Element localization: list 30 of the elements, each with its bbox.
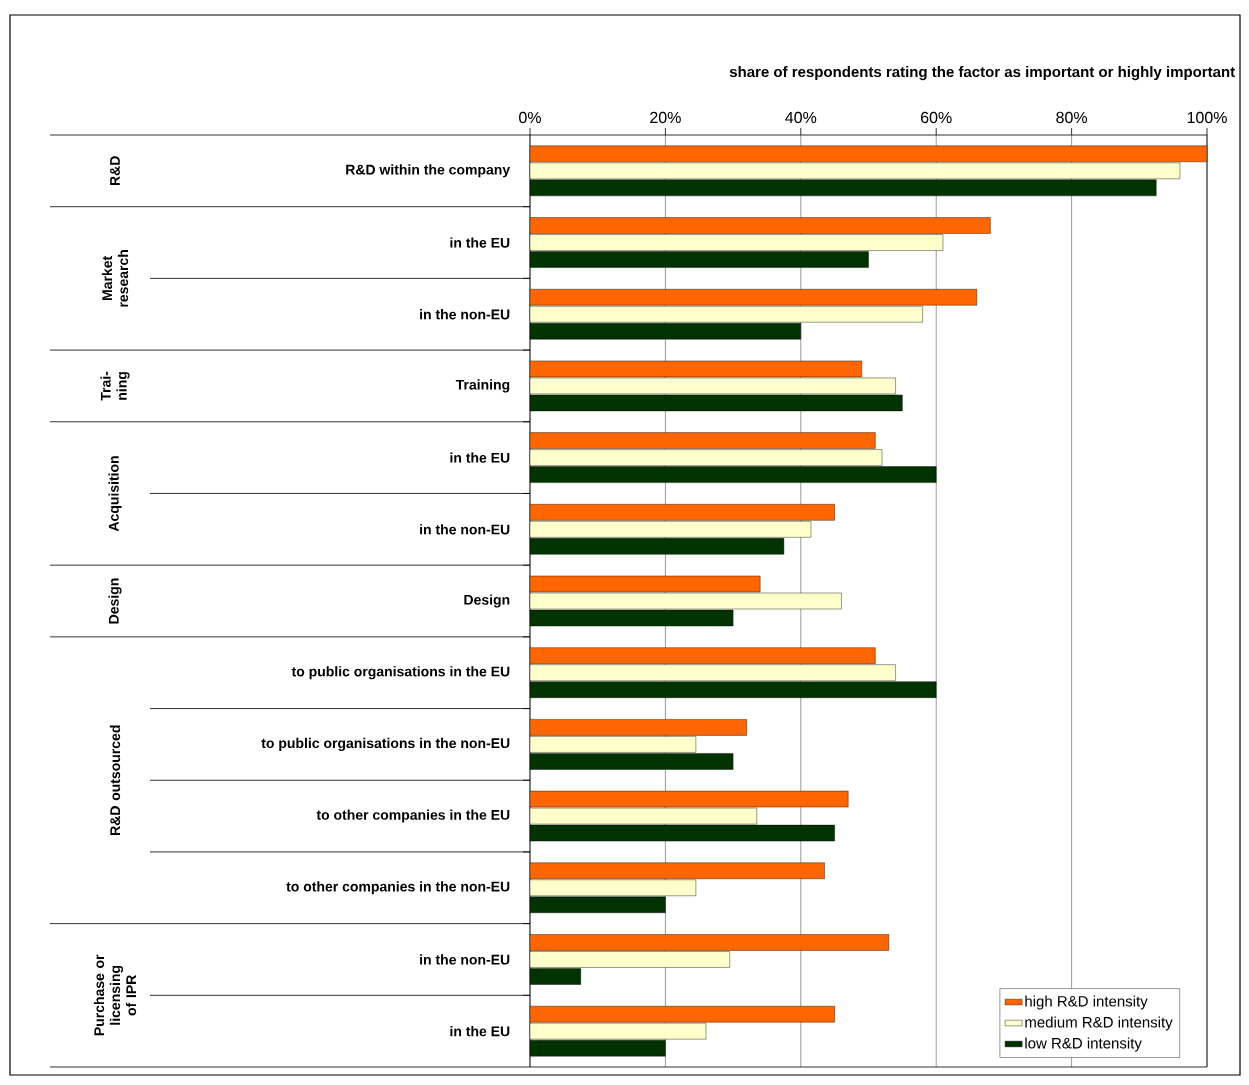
text: R&D xyxy=(110,156,120,186)
x-tick-label: 20% xyxy=(650,111,681,124)
text: Purchase or licensing of IPR xyxy=(93,954,137,1036)
y-tick-label: in the non-EU xyxy=(420,954,510,965)
text: Design xyxy=(108,578,122,624)
y-tick-label: in the non-EU xyxy=(420,524,510,535)
y-tick-label: in the EU xyxy=(450,1026,510,1037)
y-tick-label: to other companies in the non-EU xyxy=(286,881,510,895)
x-tick-label: 40% xyxy=(785,111,817,124)
x-tick-label: 80% xyxy=(1056,111,1088,124)
text: Acquisition xyxy=(108,456,122,532)
text: Market research xyxy=(101,250,129,307)
y-tick-label: to other companies in the EU xyxy=(316,809,510,823)
y-tick-label: Training xyxy=(455,379,510,393)
y-tick-label: to public organisations in the EU xyxy=(291,666,510,680)
y-tick-label: to public organisations in the non-EU xyxy=(261,737,510,751)
x-tick-label: 0% xyxy=(519,111,541,124)
legend-label: low R&D intensity xyxy=(1025,1037,1142,1052)
y-tick-label: Design xyxy=(464,594,510,608)
y-tick-label: in the EU xyxy=(450,237,510,248)
text: R&D outsourced xyxy=(109,725,121,835)
x-axis-title: share of respondents rating the factor as important or highly important xyxy=(729,66,1235,81)
x-tick-label: 100% xyxy=(1187,111,1227,124)
y-tick-label: in the non-EU xyxy=(420,309,510,320)
y-tick-label: R&D within the company xyxy=(346,164,511,178)
x-tick-label: 60% xyxy=(921,111,952,124)
legend-label: medium R&D intensity xyxy=(1025,1016,1173,1031)
y-tick-label: in the EU xyxy=(450,452,510,463)
text: Trai- ning xyxy=(100,371,130,401)
legend-label: high R&D intensity xyxy=(1025,995,1148,1010)
